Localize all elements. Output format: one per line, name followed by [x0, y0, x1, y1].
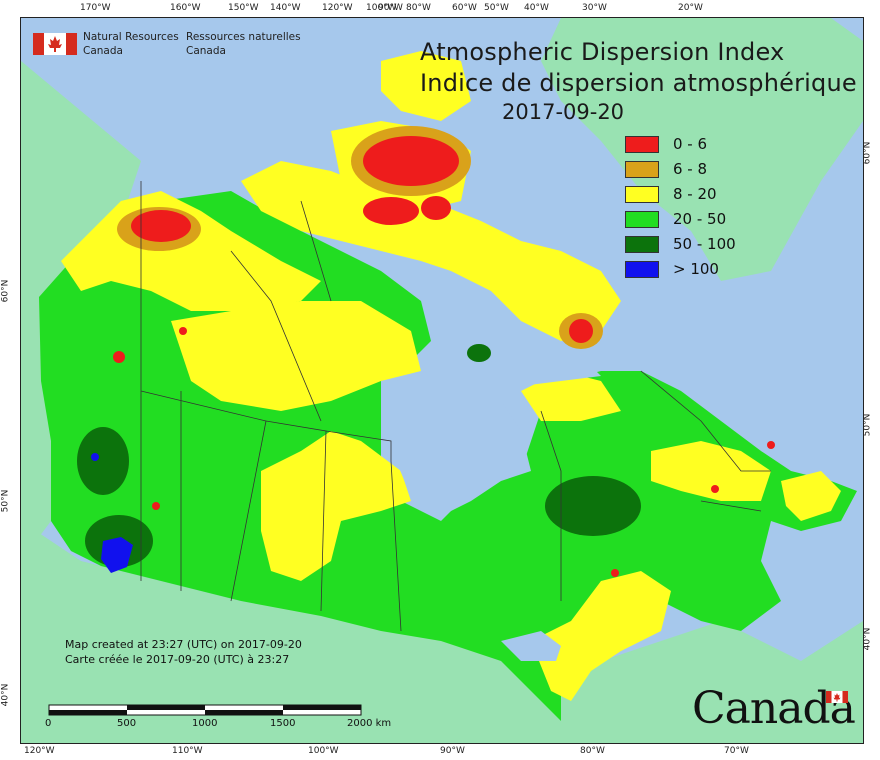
- map-date: 2017-09-20: [502, 100, 625, 124]
- province-boundaries: [140, 181, 771, 632]
- yellow-zone-arctic-islands: [241, 161, 621, 341]
- great-lakes: [501, 631, 561, 661]
- legend-label: 0 - 6: [673, 135, 708, 153]
- top-tick: 50°W: [484, 3, 509, 13]
- bottom-tick: 120°W: [24, 746, 55, 756]
- yellow-zone-prairies: [261, 431, 411, 581]
- bottom-tick: 90°W: [440, 746, 465, 756]
- top-tick: 160°W: [170, 3, 201, 13]
- legend-swatch: [625, 261, 659, 278]
- bottom-tick: 100°W: [308, 746, 339, 756]
- scale-bar: [48, 704, 362, 716]
- greenland: [541, 18, 863, 281]
- red-zone-arctic-south: [363, 197, 419, 225]
- top-tick: 100°W: [366, 3, 397, 13]
- agency-name-fr-line1: Ressources naturelles: [186, 31, 301, 43]
- yellow-zone-nwt-central: [171, 301, 421, 411]
- hudson-strait: [501, 351, 601, 386]
- bottom-tick: 70°W: [724, 746, 749, 756]
- red-zone-yukon: [131, 210, 191, 242]
- yellow-zone-newfoundland: [781, 471, 841, 521]
- top-tick: 140°W: [270, 3, 301, 13]
- map-svg: [21, 18, 863, 743]
- top-tick: 90°W: [378, 3, 403, 13]
- scale-label: 1000: [192, 718, 218, 729]
- top-tick: 20°W: [678, 3, 703, 13]
- left-tick: 60°N: [0, 279, 11, 303]
- agency-name-fr-line2: Canada: [186, 45, 226, 57]
- darkgreen-zone-hudson: [467, 344, 491, 362]
- top-tick: 40°W: [524, 3, 549, 13]
- yellow-zone-quebec-north: [521, 371, 621, 421]
- top-tick: 80°W: [406, 3, 431, 13]
- legend-label: 50 - 100: [673, 235, 736, 253]
- creation-note-en: Map created at 23:27 (UTC) on 2017-09-20: [65, 638, 302, 651]
- map-title-fr: Indice de dispersion atmosphérique: [420, 69, 857, 97]
- yellow-zone-ontario-south: [531, 571, 671, 701]
- legend-swatch: [625, 186, 659, 203]
- darkgreen-zone-quebec: [545, 476, 641, 536]
- blue-spot-bc: [91, 453, 99, 461]
- legend-swatch: [625, 236, 659, 253]
- map-title-en: Atmospheric Dispersion Index: [420, 38, 785, 66]
- hudson-bay: [391, 371, 531, 516]
- legend-label: 8 - 20: [673, 185, 717, 203]
- agency-name-en-line2: Canada: [83, 45, 123, 57]
- left-tick: 40°N: [0, 683, 11, 707]
- scale-label: 0: [45, 718, 52, 729]
- yellow-zone-maritimes: [651, 441, 771, 501]
- blue-zone-bc: [101, 537, 133, 573]
- red-spot-labrador: [767, 441, 775, 449]
- scale-label: 500: [117, 718, 137, 729]
- bottom-tick: 80°W: [580, 746, 605, 756]
- top-tick: 150°W: [228, 3, 259, 13]
- red-spot-ontario: [611, 569, 619, 577]
- red-spot-nwt: [179, 327, 187, 335]
- creation-note-fr: Carte créée le 2017-09-20 (UTC) à 23:27: [65, 653, 290, 666]
- red-spot-quebec: [711, 485, 719, 493]
- top-tick: 170°W: [80, 3, 111, 13]
- legend-label: 6 - 8: [673, 160, 708, 178]
- red-zone-baffin: [569, 319, 593, 343]
- red-spot-bc: [113, 351, 125, 363]
- legend-swatch: [625, 161, 659, 178]
- red-zone-arctic-east: [421, 196, 451, 220]
- red-zone-arctic-north: [363, 136, 459, 186]
- canada-flag-icon: [33, 33, 77, 55]
- legend-swatch: [625, 136, 659, 153]
- legend-label: 20 - 50: [673, 210, 727, 228]
- top-tick: 30°W: [582, 3, 607, 13]
- darkgreen-zone-bc: [77, 427, 129, 495]
- agency-name-en-line1: Natural Resources: [83, 31, 179, 43]
- scale-label: 1500: [270, 718, 296, 729]
- top-tick: 120°W: [322, 3, 353, 13]
- left-tick: 50°N: [0, 489, 11, 513]
- yellow-zone-high-arctic: [381, 51, 471, 121]
- scale-label: 2000 km: [347, 718, 392, 729]
- wordmark-flag-icon: [826, 691, 848, 703]
- legend-label: > 100: [673, 260, 719, 278]
- bottom-tick: 110°W: [172, 746, 203, 756]
- map-canvas[interactable]: Natural Resources Canada Ressources natu…: [20, 17, 864, 744]
- top-tick: 60°W: [452, 3, 477, 13]
- legend-swatch: [625, 211, 659, 228]
- red-spot-alberta: [152, 502, 160, 510]
